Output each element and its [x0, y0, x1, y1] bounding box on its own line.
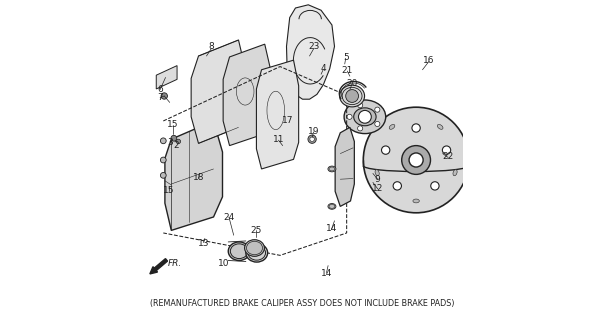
Ellipse shape	[328, 204, 336, 209]
Polygon shape	[257, 60, 299, 169]
Polygon shape	[165, 121, 223, 230]
Ellipse shape	[228, 242, 250, 260]
Circle shape	[308, 135, 316, 143]
Text: 2: 2	[173, 141, 179, 150]
Circle shape	[160, 138, 166, 144]
Circle shape	[374, 121, 380, 126]
Ellipse shape	[328, 166, 336, 172]
Circle shape	[161, 93, 168, 99]
Circle shape	[347, 114, 352, 119]
FancyArrow shape	[150, 259, 168, 274]
Text: 6: 6	[157, 85, 163, 94]
Ellipse shape	[246, 244, 267, 262]
Text: 16: 16	[423, 56, 434, 65]
Text: 24: 24	[223, 213, 235, 222]
Circle shape	[310, 137, 315, 141]
Circle shape	[358, 126, 363, 131]
Ellipse shape	[244, 240, 264, 256]
Circle shape	[382, 146, 390, 154]
Polygon shape	[335, 127, 355, 206]
Text: FR.: FR.	[168, 260, 182, 268]
Polygon shape	[191, 40, 246, 143]
Text: 19: 19	[308, 127, 319, 136]
Ellipse shape	[363, 107, 469, 213]
Circle shape	[359, 110, 371, 123]
Polygon shape	[223, 44, 271, 146]
Text: 10: 10	[218, 260, 230, 268]
Polygon shape	[156, 66, 177, 89]
Ellipse shape	[413, 199, 419, 203]
Circle shape	[431, 182, 439, 190]
Circle shape	[409, 153, 423, 167]
Text: 3: 3	[167, 138, 172, 147]
Ellipse shape	[354, 108, 376, 126]
Text: 25: 25	[250, 226, 262, 235]
Ellipse shape	[389, 124, 395, 129]
Circle shape	[374, 107, 380, 112]
Circle shape	[402, 146, 431, 174]
Text: 12: 12	[372, 184, 384, 193]
Text: 23: 23	[308, 42, 319, 51]
Text: 20: 20	[347, 79, 358, 88]
Circle shape	[442, 146, 451, 154]
Text: 7: 7	[157, 93, 163, 102]
Circle shape	[176, 139, 180, 144]
Text: 15: 15	[163, 186, 174, 195]
Text: 8: 8	[209, 42, 214, 51]
Text: 4: 4	[321, 64, 326, 73]
Text: 9: 9	[375, 175, 381, 184]
Circle shape	[393, 182, 402, 190]
Text: 13: 13	[198, 239, 209, 248]
Circle shape	[358, 103, 363, 108]
Ellipse shape	[344, 100, 386, 134]
Ellipse shape	[437, 124, 443, 129]
Circle shape	[412, 124, 420, 132]
Circle shape	[171, 135, 177, 141]
Text: 17: 17	[283, 116, 294, 124]
Text: 5: 5	[343, 53, 348, 62]
Text: 11: 11	[273, 135, 284, 144]
Ellipse shape	[375, 170, 379, 176]
Circle shape	[160, 157, 166, 163]
Text: 14: 14	[321, 269, 332, 278]
Polygon shape	[287, 5, 335, 99]
Text: 22: 22	[442, 152, 454, 161]
Text: 18: 18	[193, 173, 204, 182]
Text: 14: 14	[325, 224, 337, 233]
Ellipse shape	[339, 85, 365, 107]
Ellipse shape	[453, 170, 457, 176]
Text: 21: 21	[342, 66, 353, 75]
Circle shape	[345, 90, 359, 102]
Circle shape	[160, 172, 166, 178]
Text: 15: 15	[167, 120, 178, 129]
Text: (REMANUFACTURED BRAKE CALIPER ASSY DOES NOT INCLUDE BRAKE PADS): (REMANUFACTURED BRAKE CALIPER ASSY DOES …	[150, 299, 455, 308]
